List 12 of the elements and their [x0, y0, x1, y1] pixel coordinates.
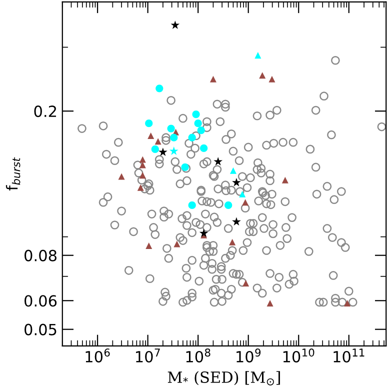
- x-tick-label: 10$^{9}$: [236, 348, 261, 362]
- x-tick-label: 10$^{7}$: [136, 348, 160, 363]
- x-tick-label: 10$^{8}$: [186, 348, 210, 362]
- x-tick-label: 10$^{11}$: [334, 348, 364, 363]
- x-axis-title: M$_{*}$ (SED) [M$_{⊙}$]: [168, 371, 280, 386]
- y-tick-label: 0.2: [34, 106, 56, 118]
- y-tick-label: 0.05: [24, 324, 56, 336]
- x-tick-label: 10$^{6}$: [86, 348, 110, 362]
- y-tick-label: 0.06: [24, 295, 57, 307]
- y-axis-title: f$_{burst}$: [6, 157, 20, 190]
- y-tick-label: 0.08: [24, 250, 56, 262]
- x-tick-label: 10$^{10}$: [283, 348, 314, 362]
